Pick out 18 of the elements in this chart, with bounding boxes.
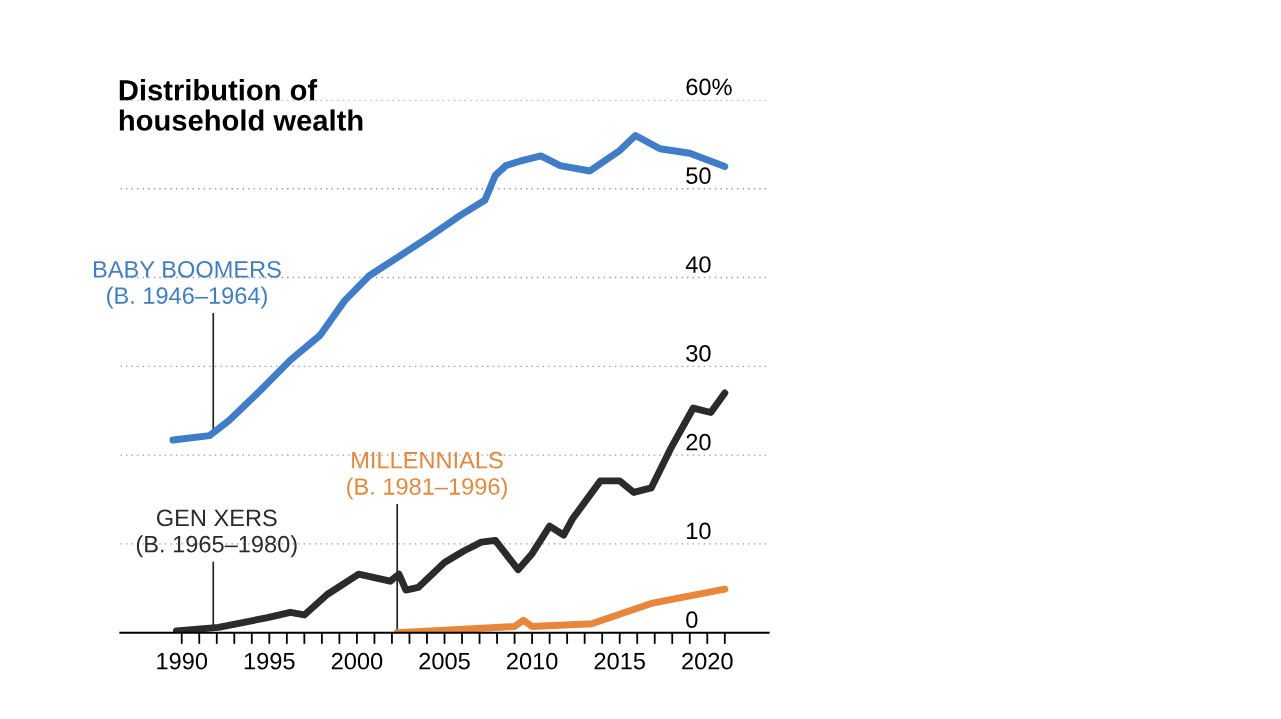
y-tick-label: 10 — [687, 522, 711, 540]
y-tick-label: 0 — [686, 611, 698, 629]
y-tick-label: 20 — [686, 433, 711, 451]
y-tick-label: 40 — [685, 256, 711, 273]
x-tick-label: 1995 — [244, 652, 295, 670]
x-tick-label: 2020 — [682, 652, 733, 670]
y-tick-label: 60% — [686, 78, 732, 96]
y-tick-label: 50 — [686, 167, 711, 185]
x-tick-label: 1990 — [157, 652, 208, 670]
x-tick-label: 2000 — [331, 652, 383, 670]
x-tick-label: 2005 — [419, 652, 470, 670]
text: MILLENNIALS (B. 1981–1996) — [347, 451, 507, 500]
y-tick-label: 30 — [686, 344, 711, 362]
chart-title: Distribution of household wealth — [119, 79, 363, 131]
text: GEN XERS (B. 1965–1980) — [136, 509, 297, 558]
x-tick-label: 2015 — [594, 652, 645, 670]
series-label: BABY BOOMERS (B. 1946–1964) — [94, 260, 281, 309]
x-tick-label: 2010 — [507, 652, 558, 670]
